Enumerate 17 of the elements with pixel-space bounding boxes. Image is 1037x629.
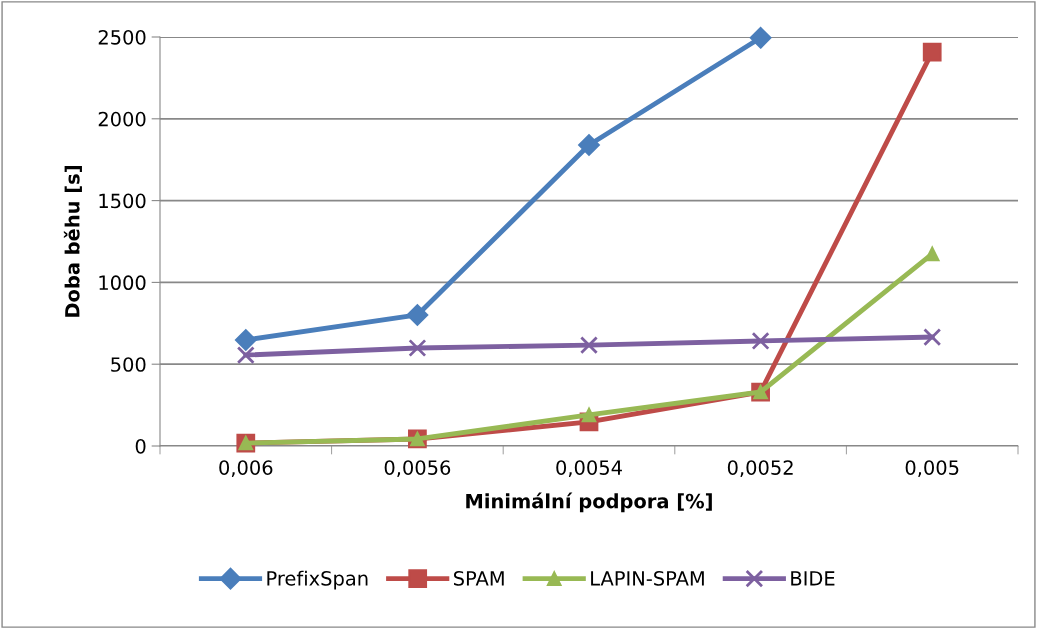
y-tick-label: 2000 xyxy=(98,111,146,127)
y-axis-title: Doba běhu [s] xyxy=(63,166,82,317)
x-tick-label: 0,006 xyxy=(219,460,273,477)
y-tick-label: 1000 xyxy=(99,275,146,291)
x-axis-title: Minimální podpora [%] xyxy=(466,492,712,513)
legend-label: SPAM xyxy=(453,571,504,586)
y-tick-label: 0 xyxy=(135,438,146,454)
y-tick-label: 500 xyxy=(111,357,146,372)
y-tick-label: 1500 xyxy=(99,193,146,209)
legend-label: PrefixSpan xyxy=(267,570,368,590)
x-tick-label: 0,0054 xyxy=(556,460,622,477)
legend-label: BIDE xyxy=(791,571,835,586)
x-tick-label: 0,0052 xyxy=(727,460,793,477)
legend-label: LAPIN-SPAM xyxy=(591,571,704,586)
y-tick-label: 2500 xyxy=(98,29,146,45)
x-tick-label: 0,005 xyxy=(905,460,959,477)
x-tick-label: 0,0056 xyxy=(384,460,451,477)
